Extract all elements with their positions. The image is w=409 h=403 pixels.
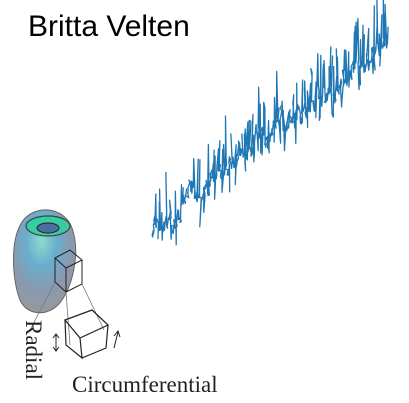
radial-label: Radial: [21, 320, 46, 380]
heart-illustration: [13, 209, 121, 360]
radial-arrow: [52, 333, 60, 352]
circumferential-label: Circumferential: [72, 372, 218, 397]
heart-cavity: [36, 222, 60, 234]
signal-trace: [151, 0, 389, 246]
cube: [63, 309, 110, 360]
circ-arrow: [113, 329, 121, 349]
title: Britta Velten: [28, 10, 190, 43]
signal-line: [151, 0, 389, 246]
